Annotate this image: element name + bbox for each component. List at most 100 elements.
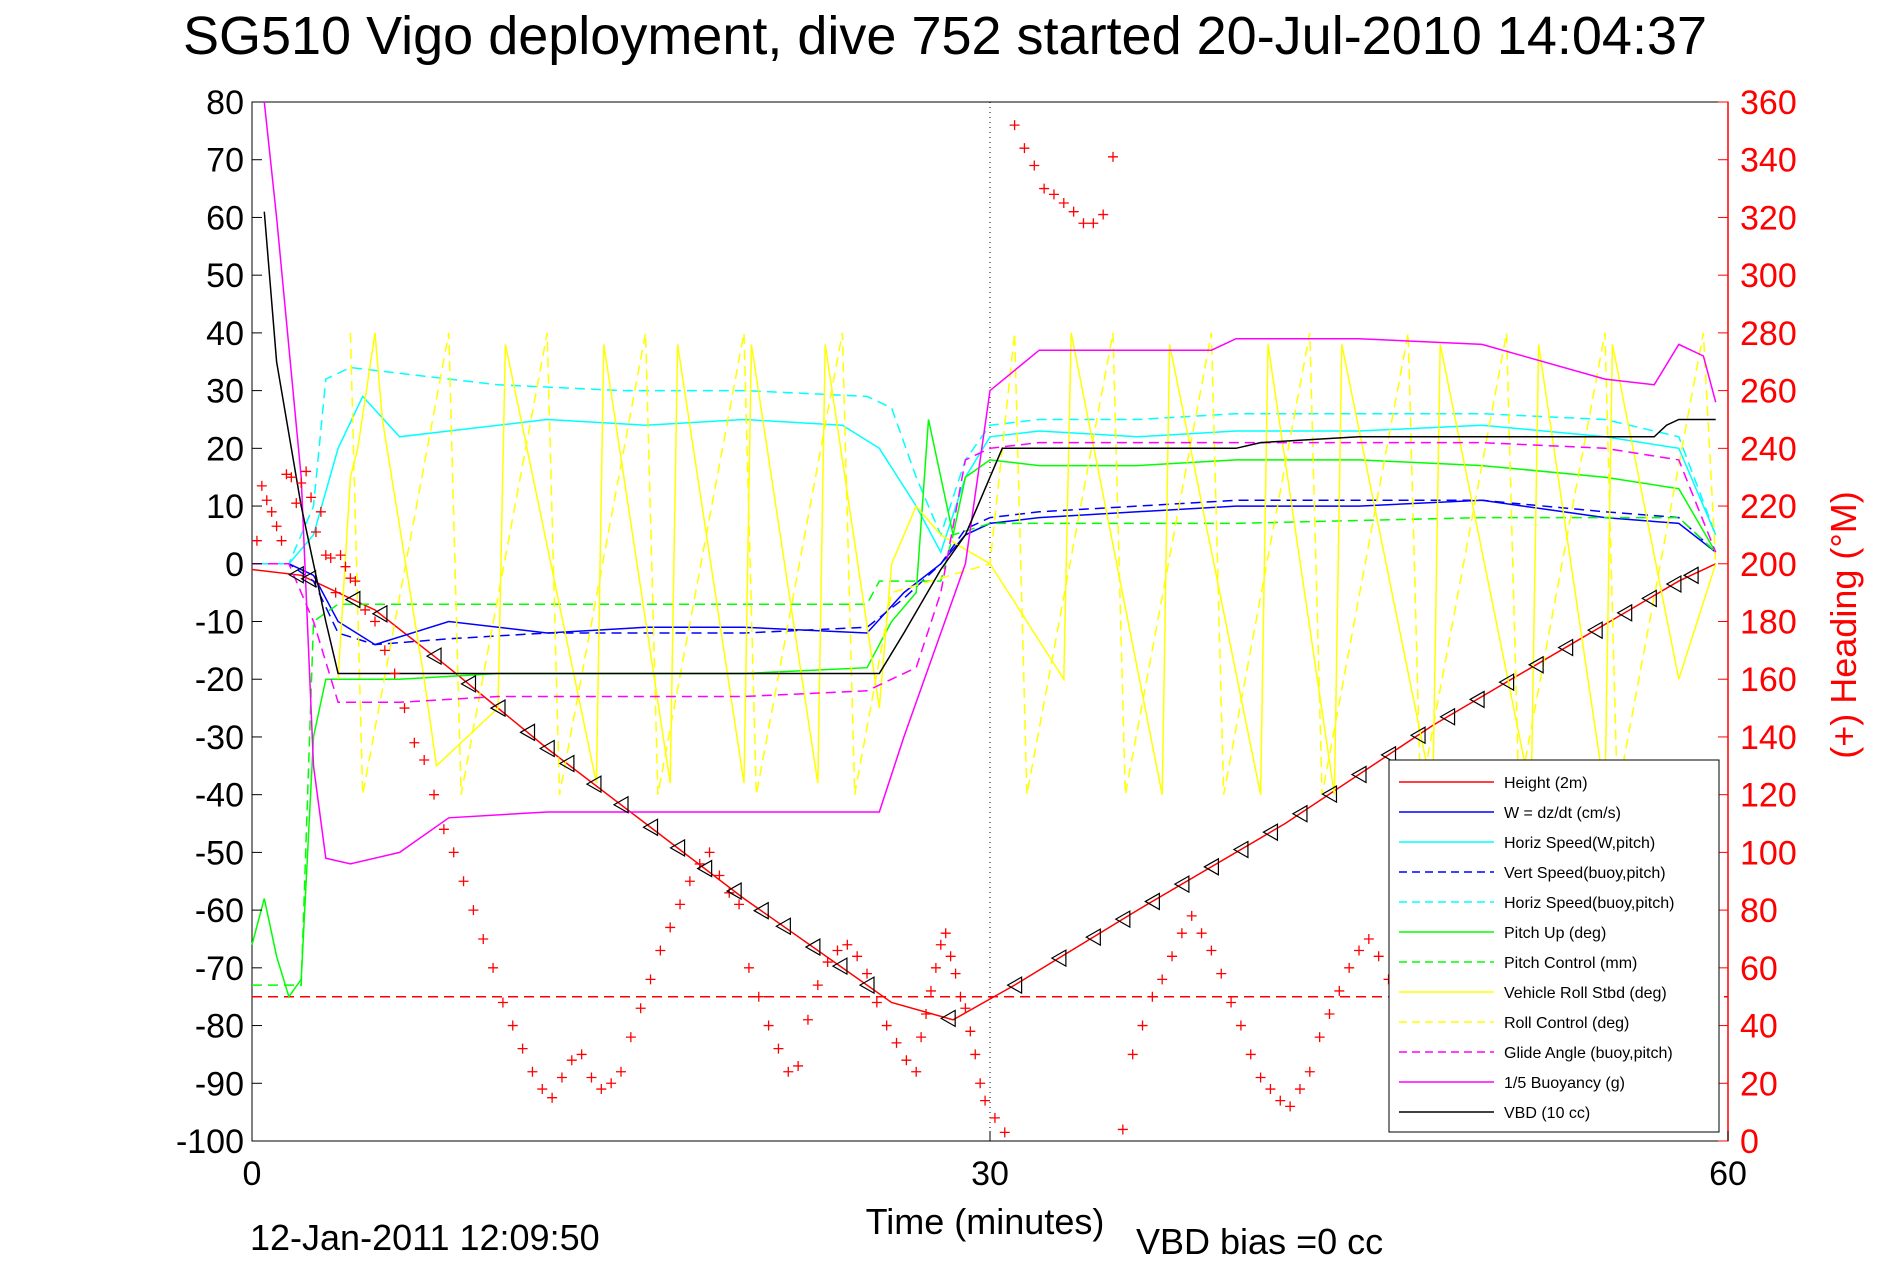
heading-marker bbox=[507, 1020, 518, 1031]
position-marker bbox=[288, 565, 304, 584]
right-tick-label: 260 bbox=[1740, 373, 1797, 411]
position-marker bbox=[1321, 785, 1338, 804]
heading-marker bbox=[1157, 974, 1168, 985]
heading-marker bbox=[1196, 928, 1207, 939]
heading-marker bbox=[251, 535, 262, 546]
heading-marker bbox=[616, 1066, 626, 1077]
heading-marker bbox=[1354, 945, 1364, 956]
right-tick-label: 320 bbox=[1740, 199, 1797, 237]
legend-entry: Glide Angle (buoy,pitch) bbox=[1504, 1045, 1673, 1062]
heading-marker bbox=[675, 899, 686, 910]
series-line-5 bbox=[251, 419, 1717, 999]
heading-marker bbox=[370, 616, 380, 627]
heading-marker bbox=[1029, 160, 1040, 171]
heading-marker bbox=[970, 1049, 981, 1060]
heading-marker bbox=[911, 1066, 922, 1077]
heading-marker bbox=[955, 991, 966, 1002]
x-tick-label: 30 bbox=[971, 1155, 1009, 1193]
heading-marker bbox=[527, 1066, 538, 1077]
position-marker bbox=[775, 917, 791, 936]
right-tick-label: 300 bbox=[1740, 257, 1797, 295]
heading-marker bbox=[783, 1066, 794, 1077]
heading-marker bbox=[960, 1003, 971, 1014]
legend-entry: Pitch Up (deg) bbox=[1504, 925, 1606, 942]
heading-marker bbox=[1019, 143, 1030, 154]
position-marker bbox=[344, 590, 361, 609]
heading-marker bbox=[802, 1014, 813, 1025]
vbd-bias-footer: VBD bias =0 cc bbox=[1136, 1221, 1383, 1262]
heading-marker bbox=[1324, 1009, 1335, 1020]
right-tick-label: 0 bbox=[1740, 1123, 1759, 1161]
heading-marker bbox=[1098, 209, 1109, 220]
position-marker bbox=[1586, 621, 1603, 640]
heading-marker bbox=[935, 939, 946, 950]
heading-marker bbox=[753, 991, 764, 1002]
position-marker bbox=[642, 818, 659, 837]
left-tick-label: -50 bbox=[195, 834, 244, 872]
heading-marker bbox=[379, 645, 390, 656]
heading-marker bbox=[438, 824, 449, 835]
heading-marker bbox=[1039, 183, 1050, 194]
right-tick-label: 360 bbox=[1740, 84, 1797, 122]
position-marker bbox=[858, 976, 875, 995]
position-marker bbox=[425, 647, 442, 666]
position-marker bbox=[1232, 840, 1249, 859]
heading-marker bbox=[315, 506, 326, 517]
left-tick-label: 30 bbox=[206, 373, 244, 411]
heading-marker bbox=[389, 668, 400, 679]
heading-marker bbox=[1255, 1072, 1266, 1083]
left-tick-label: 50 bbox=[206, 257, 244, 295]
left-tick-label: -100 bbox=[176, 1123, 244, 1161]
heading-marker bbox=[1245, 1049, 1256, 1060]
heading-marker bbox=[655, 945, 666, 956]
position-marker bbox=[1468, 690, 1485, 709]
heading-marker bbox=[256, 480, 267, 491]
position-marker bbox=[585, 775, 602, 794]
position-marker bbox=[1350, 765, 1367, 784]
position-marker bbox=[1557, 638, 1574, 657]
heading-marker bbox=[1216, 968, 1227, 979]
series-line-7 bbox=[337, 332, 1717, 795]
heading-marker bbox=[1088, 218, 1099, 229]
timestamp-footer: 12-Jan-2011 12:09:50 bbox=[250, 1217, 600, 1258]
heading-marker bbox=[1167, 951, 1178, 962]
heading-marker bbox=[419, 755, 430, 766]
heading-marker bbox=[301, 466, 312, 477]
x-tick-label: 0 bbox=[243, 1155, 262, 1193]
heading-marker bbox=[266, 506, 277, 517]
heading-marker bbox=[975, 1078, 986, 1089]
heading-marker bbox=[458, 876, 469, 887]
heading-marker bbox=[1117, 1124, 1128, 1135]
heading-marker bbox=[350, 576, 361, 587]
left-tick-label: -70 bbox=[195, 950, 244, 988]
position-marker bbox=[1498, 673, 1515, 692]
legend-entry: VBD (10 cc) bbox=[1504, 1105, 1590, 1122]
heading-marker bbox=[478, 933, 489, 944]
right-tick-label: 100 bbox=[1740, 834, 1797, 872]
position-marker bbox=[1203, 857, 1219, 876]
position-marker bbox=[538, 739, 555, 758]
heading-marker bbox=[1068, 206, 1079, 217]
heading-marker bbox=[286, 472, 297, 483]
heading-marker bbox=[743, 962, 754, 973]
heading-marker bbox=[714, 870, 725, 881]
left-tick-label: 80 bbox=[206, 84, 244, 122]
left-tick-label: -20 bbox=[195, 661, 244, 699]
right-tick-label: 340 bbox=[1740, 142, 1797, 180]
heading-marker bbox=[1078, 218, 1089, 229]
left-tick-label: -10 bbox=[195, 604, 244, 642]
position-marker bbox=[1262, 823, 1279, 842]
series-line-2 bbox=[252, 395, 1717, 565]
legend-entry: Horiz Speed(buoy,pitch) bbox=[1504, 895, 1674, 912]
heading-marker bbox=[296, 477, 307, 488]
heading-marker bbox=[448, 847, 459, 858]
position-marker bbox=[1641, 589, 1657, 608]
heading-marker bbox=[596, 1084, 607, 1095]
right-tick-label: 180 bbox=[1740, 604, 1797, 642]
position-marker bbox=[725, 882, 742, 901]
heading-marker bbox=[360, 604, 371, 615]
heading-marker bbox=[340, 561, 351, 572]
heading-marker bbox=[881, 1020, 892, 1031]
legend-entry: Vehicle Roll Stbd (deg) bbox=[1504, 985, 1667, 1002]
